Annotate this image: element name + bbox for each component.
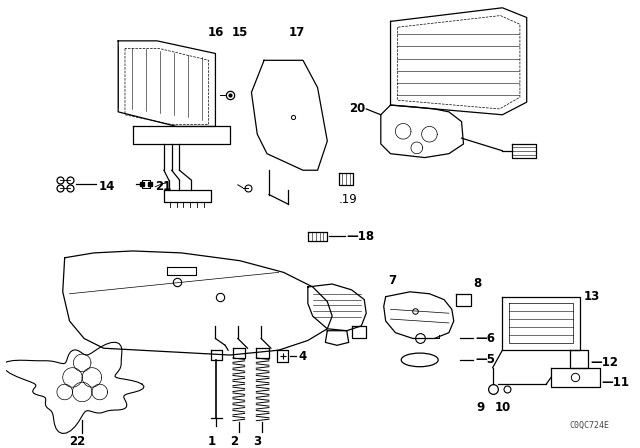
Text: 20: 20 [349, 103, 365, 116]
Text: .19: .19 [339, 193, 358, 206]
Text: 2: 2 [230, 435, 238, 448]
Text: 7: 7 [388, 274, 397, 287]
Text: 21: 21 [155, 180, 172, 193]
Text: 10: 10 [494, 401, 511, 414]
Text: 15: 15 [232, 26, 248, 39]
Text: 4: 4 [298, 349, 307, 362]
Text: 16: 16 [207, 26, 224, 39]
Text: 17: 17 [289, 26, 305, 39]
Text: 14: 14 [99, 180, 115, 193]
Text: —6: —6 [475, 332, 495, 345]
Text: —5: —5 [475, 353, 495, 366]
Text: —18: —18 [347, 230, 375, 243]
Text: C0QC724E: C0QC724E [570, 421, 609, 430]
Text: 8: 8 [473, 277, 481, 290]
Text: 9: 9 [477, 401, 485, 414]
Text: 22: 22 [70, 435, 86, 448]
Text: 3: 3 [253, 435, 261, 448]
Text: 13: 13 [584, 290, 600, 303]
Text: —11: —11 [602, 376, 630, 389]
Text: —12: —12 [590, 356, 618, 369]
Text: 1: 1 [207, 435, 216, 448]
